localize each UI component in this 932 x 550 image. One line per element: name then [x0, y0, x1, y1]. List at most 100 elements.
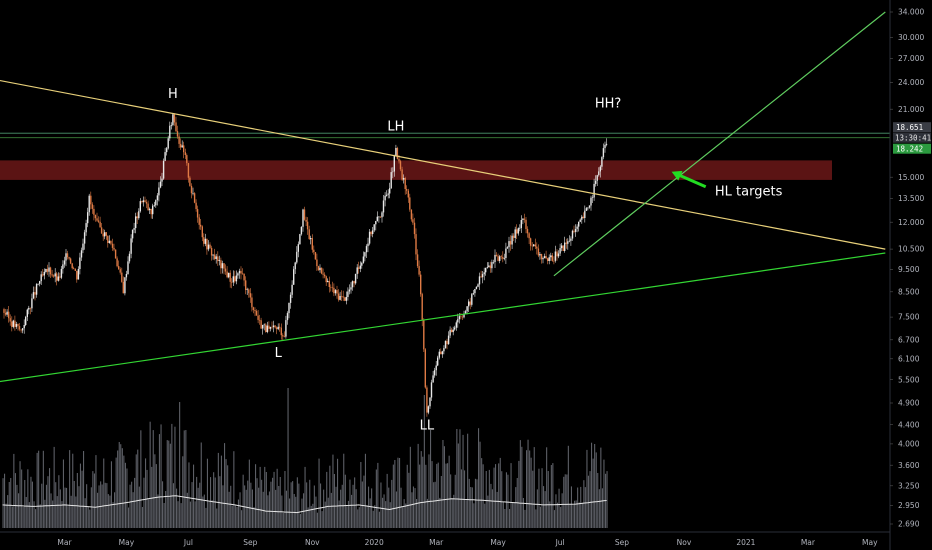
volume-bar-215	[335, 486, 337, 528]
candle-234	[365, 244, 368, 258]
candle-169	[265, 323, 267, 333]
volume-bar-48	[76, 473, 78, 528]
time-tick-label: 2020	[365, 538, 384, 547]
volume-bar-117	[183, 430, 185, 528]
time-axis[interactable]: Mar May Jul Sep Nov 2020 Mar May Jul Sep Nov 2021 Ma…	[0, 531, 890, 547]
candle-212	[331, 281, 334, 293]
volume-bar-167	[261, 479, 263, 528]
volume-bar-181	[282, 512, 284, 528]
volume-bar-281	[437, 462, 439, 528]
candle-327	[509, 235, 512, 251]
candle-337	[525, 217, 527, 234]
candle-153	[240, 266, 242, 280]
volume-bar-238	[371, 488, 373, 528]
volume-bar-124	[194, 501, 196, 528]
candle-163	[255, 309, 258, 316]
volume-bar-344	[535, 509, 537, 528]
annotation-h: H	[168, 87, 178, 102]
volume-bar-300	[467, 433, 469, 528]
candle-214	[334, 289, 337, 296]
volume-bar-277	[431, 461, 433, 528]
candle-49	[79, 252, 81, 275]
candle-139	[218, 255, 220, 266]
candle-238	[372, 227, 374, 238]
long-support-line[interactable]	[0, 252, 886, 383]
candle-144	[226, 266, 228, 279]
time-tick-label: 2021	[736, 538, 755, 547]
volume-bar-28	[45, 484, 47, 528]
volume-bar-29	[47, 476, 49, 528]
candle-339	[528, 232, 530, 244]
candle-335	[522, 218, 524, 225]
volume-bar-56	[89, 509, 91, 528]
candle-227	[354, 273, 357, 285]
candle-275	[429, 397, 431, 409]
price-axis[interactable]: 34.000 30.000 27.000 24.000 21.000 15.000 13.5…	[889, 0, 931, 550]
volume-bar-152	[237, 499, 239, 528]
candle-315	[491, 259, 493, 273]
volume-bar-174	[272, 477, 274, 528]
candle-345	[537, 244, 540, 258]
candle-39	[63, 256, 66, 268]
volume-bar-165	[258, 487, 260, 528]
volume-bar-206	[321, 511, 323, 528]
volume-bar-254	[395, 491, 397, 528]
candle-140	[220, 257, 222, 274]
volume-bar-190	[296, 477, 298, 528]
volume-bar-65	[103, 458, 105, 528]
volume-bar-305	[474, 478, 476, 528]
volume-bar-221	[344, 474, 346, 528]
candle-10	[18, 323, 21, 332]
volume-bar-368	[572, 505, 574, 528]
volume-bar-280	[436, 463, 438, 528]
time-tick-label: May	[490, 538, 506, 547]
candle-65	[104, 229, 106, 240]
volume-bar-151	[236, 506, 238, 528]
candle-19	[32, 286, 35, 300]
volume-bar-348	[541, 468, 543, 528]
candle-90	[142, 196, 145, 207]
volume-bar-213	[332, 454, 334, 528]
candle-168	[263, 323, 265, 331]
volume-bar-119	[186, 492, 188, 528]
candle-321	[500, 254, 502, 260]
candle-42	[68, 256, 70, 261]
candle-199	[311, 234, 313, 253]
volume-bar-100	[157, 494, 159, 528]
candle-17	[29, 307, 32, 315]
candle-22	[37, 283, 39, 286]
candle-158	[248, 288, 250, 298]
volume-bar-168	[262, 491, 264, 528]
candle-311	[485, 267, 487, 276]
candle-336	[523, 213, 526, 223]
volume-bar-88	[138, 486, 140, 528]
candle-351	[547, 257, 549, 265]
volume-bar-11	[19, 461, 21, 528]
candle-334	[520, 215, 522, 233]
candle-35	[57, 272, 59, 282]
volume-bar-372	[578, 502, 580, 528]
volume-bar-108	[169, 443, 171, 528]
volume-bar-12	[21, 469, 23, 528]
candle-330	[514, 226, 516, 243]
candle-182	[285, 315, 287, 339]
price-tick-label: 4.900	[898, 399, 920, 408]
volume-bar-307	[478, 428, 480, 528]
volume-bar-228	[355, 489, 357, 528]
candle-346	[539, 252, 541, 260]
volume-bar-367	[570, 486, 572, 528]
volume-bar-275	[428, 454, 430, 528]
candle-225	[351, 280, 354, 291]
candle-29	[48, 262, 50, 277]
volume-bar-6	[11, 506, 13, 528]
candle-323	[503, 253, 505, 261]
volume-bar-173	[270, 481, 272, 528]
descending-resistance-line[interactable]	[0, 78, 886, 250]
volume-bar-77	[121, 448, 123, 528]
candle-72	[114, 249, 117, 259]
price-tick-label: 3.250	[898, 481, 920, 490]
rising-support-line[interactable]	[553, 11, 886, 277]
volume-bar-225	[351, 494, 353, 528]
volume-bar-289	[450, 474, 452, 528]
